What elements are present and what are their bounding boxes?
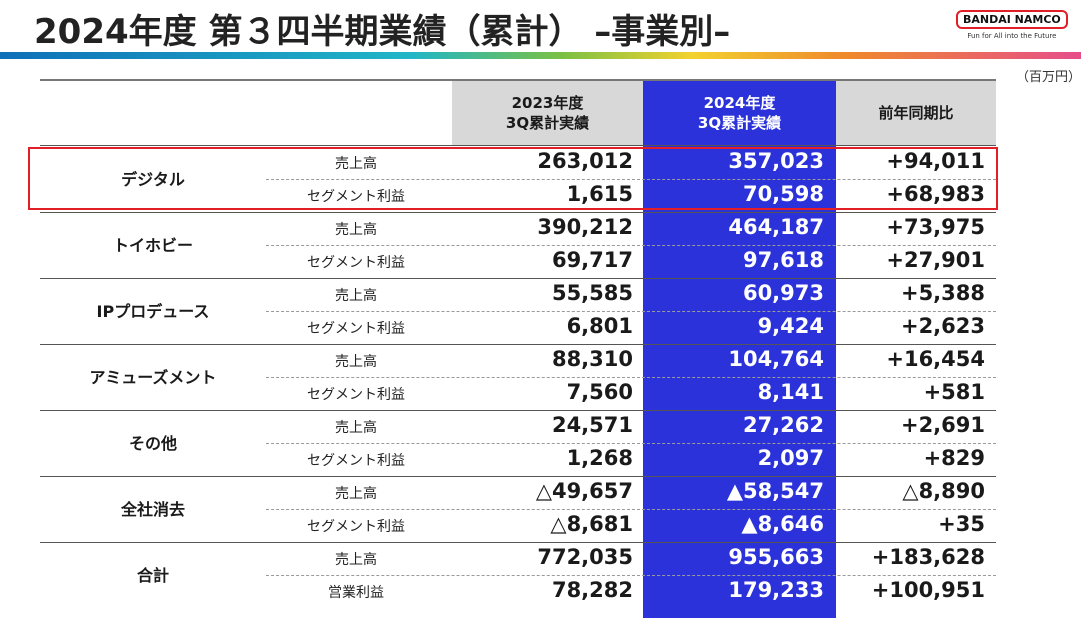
segment-divider [40, 344, 996, 345]
row-divider-dashed [266, 179, 996, 180]
company-logo: BANDAI NAMCO Fun for All into the Future [956, 10, 1068, 40]
value-yoy: +35 [938, 512, 985, 536]
value-prev-year: 55,585 [551, 281, 633, 305]
row-divider-dashed [266, 311, 996, 312]
value-prev-year: 7,560 [566, 380, 633, 404]
segment-divider [40, 542, 996, 543]
value-yoy: +829 [923, 446, 985, 470]
color-stripe [0, 52, 1081, 59]
table-top-border [40, 79, 996, 81]
value-yoy: +581 [923, 380, 985, 404]
metric-label: セグメント利益 [307, 189, 405, 205]
value-prev-year: 1,268 [566, 446, 633, 470]
metric-label: 売上高 [335, 420, 377, 436]
value-prev-year: 1,615 [566, 182, 633, 206]
value-current-year: ▲58,547 [726, 479, 824, 503]
value-yoy: +100,951 [871, 578, 985, 602]
metric-label: セグメント利益 [307, 321, 405, 337]
current-year-column-highlight [643, 81, 836, 618]
value-current-year: 9,424 [757, 314, 824, 338]
logo-wordmark: BANDAI NAMCO [956, 10, 1068, 29]
header-bottom-border [40, 145, 996, 146]
segment-divider [40, 278, 996, 279]
unit-label: （百万円） [1016, 70, 1081, 85]
value-prev-year: 88,310 [551, 347, 633, 371]
yoy-header-bg [836, 81, 996, 145]
value-yoy: △8,890 [902, 479, 985, 503]
value-current-year: 8,141 [757, 380, 824, 404]
value-current-year: 464,187 [728, 215, 824, 239]
segment-name: IPプロデュース [96, 302, 210, 321]
value-current-year: 179,233 [728, 578, 824, 602]
value-yoy: +68,983 [886, 182, 985, 206]
value-current-year: 2,097 [757, 446, 824, 470]
value-current-year: 70,598 [742, 182, 824, 206]
metric-label: セグメント利益 [307, 453, 405, 469]
value-prev-year: 6,801 [566, 314, 633, 338]
metric-label: 営業利益 [328, 585, 384, 601]
header-prev-year: 2023年度 3Q累計実績 [452, 93, 643, 133]
metric-label: 売上高 [335, 156, 377, 172]
segment-divider [40, 410, 996, 411]
metric-label: セグメント利益 [307, 387, 405, 403]
value-prev-year: 69,717 [551, 248, 633, 272]
logo-tagline: Fun for All into the Future [967, 32, 1057, 40]
segment-name: アミューズメント [89, 368, 217, 387]
value-prev-year: 78,282 [551, 578, 633, 602]
value-yoy: +2,623 [900, 314, 985, 338]
metric-label: 売上高 [335, 288, 377, 304]
metric-label: 売上高 [335, 552, 377, 568]
header-yoy: 前年同期比 [878, 104, 954, 122]
header-current-year: 2024年度 3Q累計実績 [643, 93, 836, 133]
header-prev-line2: 3Q累計実績 [505, 114, 590, 132]
header-curr-line1: 2024年度 [703, 94, 776, 112]
value-yoy: +2,691 [900, 413, 985, 437]
segment-name: デジタル [121, 170, 185, 189]
segment-name: トイホビー [112, 236, 193, 255]
segment-name: 全社消去 [120, 500, 185, 519]
value-prev-year: 263,012 [537, 149, 633, 173]
value-prev-year: 390,212 [537, 215, 633, 239]
page-title: 2024年度 第３四半期業績（累計） –事業別– [34, 12, 731, 52]
value-yoy: +5,388 [900, 281, 985, 305]
value-yoy: +16,454 [886, 347, 985, 371]
prev-year-header-bg [452, 81, 643, 145]
value-current-year: 357,023 [728, 149, 824, 173]
value-current-year: ▲8,646 [741, 512, 824, 536]
metric-label: セグメント利益 [307, 519, 405, 535]
value-prev-year: △8,681 [550, 512, 633, 536]
metric-label: 売上高 [335, 486, 377, 502]
row-divider-dashed [266, 245, 996, 246]
segment-divider [40, 476, 996, 477]
row-divider-dashed [266, 575, 996, 576]
metric-label: 売上高 [335, 222, 377, 238]
value-current-year: 97,618 [742, 248, 824, 272]
value-current-year: 27,262 [742, 413, 824, 437]
value-current-year: 104,764 [728, 347, 824, 371]
value-current-year: 955,663 [728, 545, 824, 569]
value-yoy: +73,975 [886, 215, 985, 239]
row-divider-dashed [266, 377, 996, 378]
value-current-year: 60,973 [742, 281, 824, 305]
value-yoy: +183,628 [871, 545, 985, 569]
segment-name: その他 [128, 434, 177, 453]
segment-name: 合計 [136, 566, 169, 585]
value-prev-year: △49,657 [535, 479, 633, 503]
value-yoy: +27,901 [886, 248, 985, 272]
value-prev-year: 24,571 [551, 413, 633, 437]
value-prev-year: 772,035 [537, 545, 633, 569]
value-yoy: +94,011 [886, 149, 985, 173]
segment-divider [40, 212, 996, 213]
digital-highlight-box [28, 147, 998, 210]
metric-label: 売上高 [335, 354, 377, 370]
metric-label: セグメント利益 [307, 255, 405, 271]
header-prev-line1: 2023年度 [511, 94, 584, 112]
row-divider-dashed [266, 509, 996, 510]
header-curr-line2: 3Q累計実績 [697, 114, 782, 132]
row-divider-dashed [266, 443, 996, 444]
